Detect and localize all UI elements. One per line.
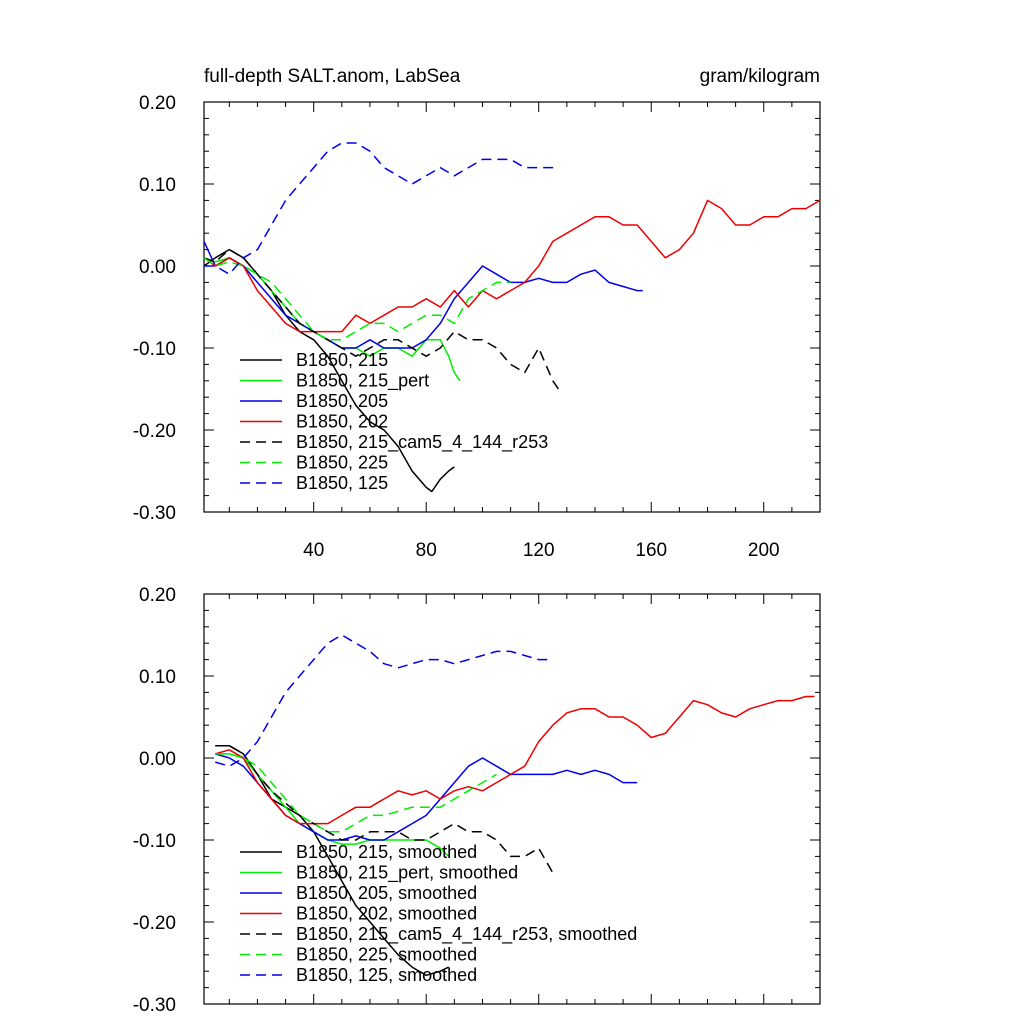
legend-label: B1850, 205, smoothed [296,883,477,903]
y-tick-label: 0.00 [139,257,176,278]
units-title: gram/kilogram [700,66,820,87]
series-line-5 [203,257,511,341]
legend-label: B1850, 125, smoothed [296,965,477,985]
legend-label: B1850, 225, smoothed [296,945,477,965]
series-line-6 [204,142,559,275]
legend-label: B1850, 215_cam5_4_144_r253 [296,432,548,453]
series-line-3 [203,199,821,333]
x-tick-label: 200 [748,540,780,561]
legend-label: B1850, 205 [296,391,388,411]
x-tick-label: 120 [523,540,555,561]
legend-label: B1850, 215_pert [296,371,429,392]
x-tick-label: 40 [303,540,324,561]
legend-label: B1850, 202 [296,412,388,432]
y-tick-label: 0.20 [139,93,176,114]
legend-label: B1850, 215_pert, smoothed [296,863,518,884]
legend-label: B1850, 202, smoothed [296,904,477,924]
top-panel: 40 80 120 160 200 0.20 0.10 0.00 -0.10 -0.20 -0.30… [133,93,821,561]
legend-label: B1850, 215 [296,350,388,370]
left-title: full-depth SALT.anom, LabSea [204,66,461,87]
plot-frame [203,593,821,1005]
x-tick-label: 160 [635,540,667,561]
legend-label: B1850, 215, smoothed [296,842,477,862]
series-line-6 [215,634,553,767]
y-tick-label: -0.20 [133,421,176,442]
y-tick-label: 0.20 [139,585,176,606]
y-tick-label: -0.10 [133,339,176,360]
legend-label: B1850, 225 [296,453,388,473]
y-tick-label: -0.30 [133,995,176,1016]
y-tick-label: 0.10 [139,667,176,688]
series-line-3 [215,695,815,825]
series-line-2 [203,241,643,349]
legend-label: B1850, 215_cam5_4_144_r253, smoothed [296,924,637,945]
y-tick-label: -0.10 [133,831,176,852]
x-tick-label: 80 [416,540,437,561]
y-tick-label: -0.30 [133,503,176,524]
y-tick-label: -0.20 [133,913,176,934]
legend-label: B1850, 125 [296,473,388,493]
plot-frame [203,101,821,513]
series-line-5 [215,753,497,833]
series-line-4 [203,248,562,394]
bottom-panel: 0.20 0.10 0.00 -0.10 -0.20 -0.30 B1850, 215, s… [133,585,821,1016]
y-tick-label: 0.10 [139,175,176,196]
y-tick-label: 0.00 [139,749,176,770]
